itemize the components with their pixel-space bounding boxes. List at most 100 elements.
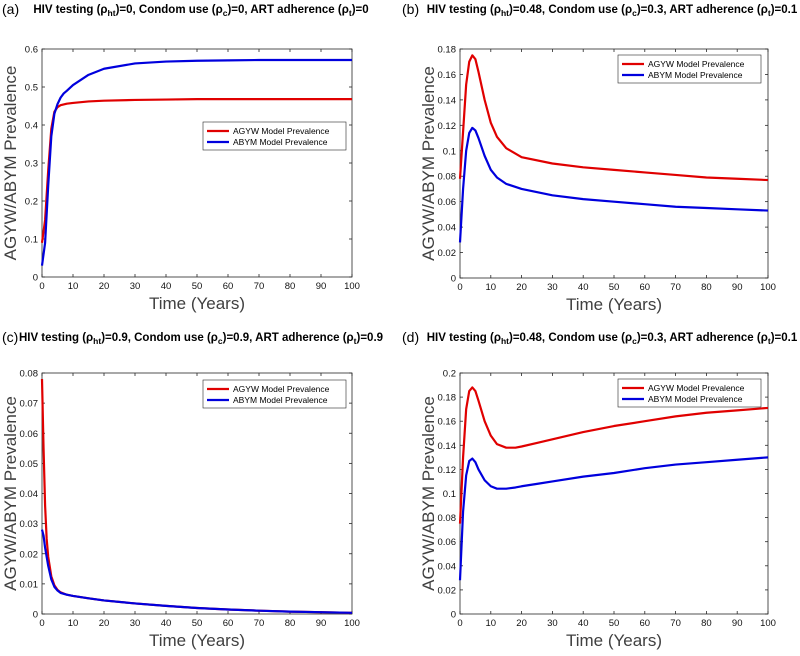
- x-tick-label: 30: [547, 618, 558, 629]
- y-tick-label: 0.02: [20, 549, 39, 560]
- chart-title: HIV testing (ρht)=0.48, Condom use (ρc)=…: [427, 332, 798, 346]
- x-tick-label: 90: [732, 618, 743, 629]
- x-tick-label: 50: [609, 618, 620, 629]
- y-tick-label: 0.04: [20, 489, 39, 500]
- x-tick-label: 60: [223, 281, 234, 292]
- x-tick-label: 30: [130, 618, 141, 629]
- y-tick-label: 0.2: [443, 369, 456, 380]
- y-tick-label: 0: [33, 273, 38, 284]
- y-tick-label: 0.06: [438, 197, 457, 208]
- legend-label: AGYW Model Prevalence: [233, 126, 330, 136]
- series-line-abym: [458, 126, 769, 243]
- y-axis-label: AGYW/ABYM Prevalence: [1, 396, 20, 591]
- legend-box: [202, 379, 347, 409]
- legend-label: ABYM Model Prevalence: [233, 137, 328, 147]
- x-axis-label: Time (Years): [149, 294, 245, 313]
- y-tick-label: 0.05: [20, 459, 39, 470]
- y-tick-label: 0.3: [25, 159, 38, 170]
- y-tick-label: 0.06: [438, 537, 457, 548]
- x-tick-label: 100: [344, 618, 360, 629]
- x-tick-label: 90: [316, 281, 327, 292]
- y-tick-label: 0.1: [443, 146, 456, 157]
- legend-label: ABYM Model Prevalence: [648, 70, 743, 80]
- y-tick-label: 0.2: [25, 197, 38, 208]
- x-tick-label: 40: [578, 618, 589, 629]
- x-tick-label: 30: [130, 281, 141, 292]
- x-tick-label: 90: [732, 282, 743, 293]
- x-tick-label: 80: [285, 618, 296, 629]
- x-tick-label: 0: [457, 282, 462, 293]
- x-tick-label: 0: [457, 618, 462, 629]
- y-axis-label: AGYW/ABYM Prevalence: [419, 66, 438, 261]
- x-axis-label: Time (Years): [566, 295, 662, 314]
- x-tick-label: 70: [254, 618, 265, 629]
- panel-label: (c): [2, 329, 18, 345]
- x-tick-label: 80: [285, 281, 296, 292]
- x-tick-label: 20: [99, 281, 110, 292]
- y-tick-label: 0.08: [438, 513, 457, 524]
- x-tick-label: 50: [192, 281, 203, 292]
- x-tick-label: 80: [701, 618, 712, 629]
- x-tick-label: 0: [39, 281, 44, 292]
- x-tick-label: 60: [640, 282, 651, 293]
- x-tick-label: 10: [68, 281, 79, 292]
- y-tick-label: 0.04: [438, 561, 457, 572]
- y-tick-label: 0.06: [20, 429, 39, 440]
- chart-panel-b: (b) HIV testing (ρht)=0.48, Condom use (ρ…: [402, 1, 798, 314]
- x-tick-label: 30: [547, 282, 558, 293]
- x-tick-label: 0: [39, 618, 44, 629]
- y-tick-label: 0.02: [438, 248, 457, 259]
- panel-label: (d): [402, 329, 419, 345]
- x-tick-label: 90: [316, 618, 327, 629]
- x-tick-label: 60: [223, 618, 234, 629]
- y-tick-label: 0.6: [25, 45, 38, 56]
- y-tick-label: 0.08: [20, 369, 39, 380]
- y-tick-label: 0.16: [438, 417, 457, 428]
- x-tick-label: 100: [760, 282, 776, 293]
- y-tick-label: 0.12: [438, 121, 457, 132]
- y-tick-label: 0.18: [438, 393, 457, 404]
- x-axis-label: Time (Years): [149, 631, 245, 650]
- y-tick-label: 0.16: [438, 70, 457, 81]
- series-line-agyw: [458, 54, 769, 182]
- x-axis-label: Time (Years): [566, 631, 662, 650]
- y-tick-label: 0.01: [20, 579, 39, 590]
- x-tick-label: 50: [192, 618, 203, 629]
- y-tick-label: 0: [451, 610, 456, 621]
- y-tick-label: 0.1: [25, 235, 38, 246]
- series-line-abym: [40, 529, 353, 614]
- x-tick-label: 70: [670, 282, 681, 293]
- legend-label: ABYM Model Prevalence: [648, 394, 743, 404]
- y-tick-label: 0.04: [438, 223, 457, 234]
- y-tick-label: 0.02: [438, 585, 457, 596]
- x-tick-label: 70: [254, 281, 265, 292]
- chart-title: HIV testing (ρht)=0.48, Condom use (ρc)=…: [427, 4, 798, 18]
- x-tick-label: 20: [516, 618, 527, 629]
- series-line-abym: [40, 58, 352, 266]
- x-tick-label: 70: [670, 618, 681, 629]
- x-tick-label: 40: [161, 281, 172, 292]
- chart-panel-a: (a) HIV testing (ρht)=0, Condom use (ρc)=…: [1, 1, 369, 313]
- chart-title: HIV testing (ρht)=0, Condom use (ρc)=0, …: [33, 4, 368, 18]
- y-tick-label: 0.5: [25, 83, 38, 94]
- y-tick-label: 0.4: [25, 121, 38, 132]
- x-tick-label: 50: [609, 282, 620, 293]
- x-tick-label: 100: [344, 281, 360, 292]
- x-tick-label: 20: [516, 282, 527, 293]
- legend-label: AGYW Model Prevalence: [648, 59, 745, 69]
- y-axis-label: AGYW/ABYM Prevalence: [419, 396, 438, 591]
- x-tick-label: 40: [161, 618, 172, 629]
- x-tick-label: 60: [640, 618, 651, 629]
- y-tick-label: 0.08: [438, 172, 457, 183]
- legend-box: [202, 121, 347, 151]
- panel-label: (b): [402, 1, 419, 17]
- legend-label: ABYM Model Prevalence: [233, 395, 328, 405]
- y-tick-label: 0.12: [438, 465, 457, 476]
- x-tick-label: 10: [68, 618, 79, 629]
- x-tick-label: 20: [99, 618, 110, 629]
- legend-label: AGYW Model Prevalence: [648, 383, 745, 393]
- y-tick-label: 0.07: [20, 399, 39, 410]
